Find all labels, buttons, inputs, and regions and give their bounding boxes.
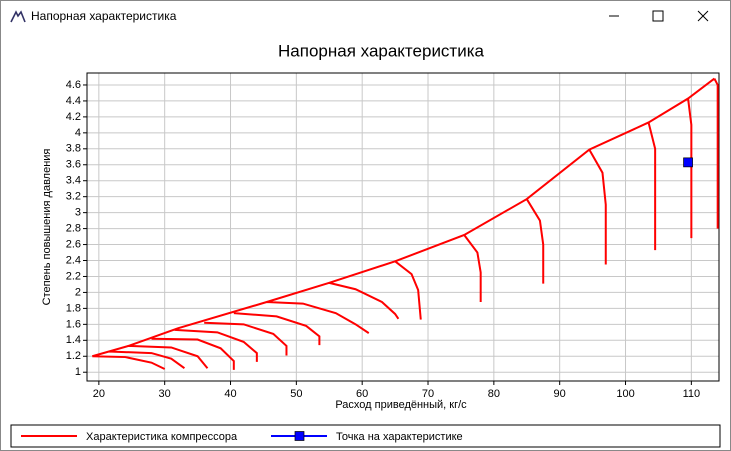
legend-box [10, 424, 721, 448]
y-tick-label: 4.6 [66, 79, 81, 91]
chart: Напорная характеристика Расход приведённ… [10, 41, 721, 448]
title-bar: Напорная характеристика [1, 1, 730, 31]
x-tick-label: 40 [224, 388, 236, 400]
y-tick-label: 3.4 [66, 175, 81, 187]
y-tick-label: 1.8 [66, 302, 81, 314]
legend-label: Характеристика компрессора [86, 431, 238, 443]
y-tick-label: 3.6 [66, 159, 81, 171]
x-tick-label: 60 [356, 388, 368, 400]
plot-area [87, 73, 719, 381]
x-tick-label: 30 [159, 388, 171, 400]
window-title: Напорная характеристика [31, 9, 177, 23]
point-marker [683, 157, 693, 168]
y-tick-label: 3 [75, 207, 81, 219]
y-tick-label: 1.4 [66, 334, 81, 346]
x-tick-label: 20 [93, 388, 105, 400]
x-tick-label: 100 [616, 388, 634, 400]
chart-title: Напорная характеристика [278, 41, 485, 60]
legend-label: Точка на характеристике [336, 431, 463, 443]
series-line [91, 77, 719, 370]
y-tick-label: 4.4 [66, 95, 81, 107]
y-tick-label: 3.2 [66, 191, 81, 203]
x-tick-label: 50 [290, 388, 302, 400]
y-tick-label: 4.2 [66, 111, 81, 123]
x-axis-label: Расход приведённый, кг/с [335, 399, 467, 411]
y-tick-label: 1 [75, 366, 81, 378]
y-tick-label: 3.8 [66, 143, 81, 155]
y-tick-label: 2.6 [66, 238, 81, 250]
y-tick-label: 1.2 [66, 350, 81, 362]
x-tick-label: 70 [422, 388, 434, 400]
window-controls[interactable] [590, 1, 730, 31]
maximize-button[interactable] [652, 10, 664, 22]
x-tick-label: 110 [683, 388, 701, 400]
plot-frame [86, 72, 720, 382]
y-tick-label: 2.2 [66, 270, 81, 282]
app-icon [10, 10, 26, 23]
y-axis-label: Степень повышения давления [41, 149, 53, 306]
y-tick-label: 4 [75, 127, 81, 139]
y-tick-label: 1.6 [66, 318, 81, 330]
y-tick-label: 2.4 [66, 254, 81, 266]
close-button[interactable] [697, 10, 709, 22]
x-tick-label: 80 [488, 388, 500, 400]
y-tick-label: 2.8 [66, 223, 81, 235]
legend-marker [294, 431, 305, 441]
x-tick-label: 90 [554, 388, 566, 400]
y-tick-label: 2 [75, 286, 81, 298]
